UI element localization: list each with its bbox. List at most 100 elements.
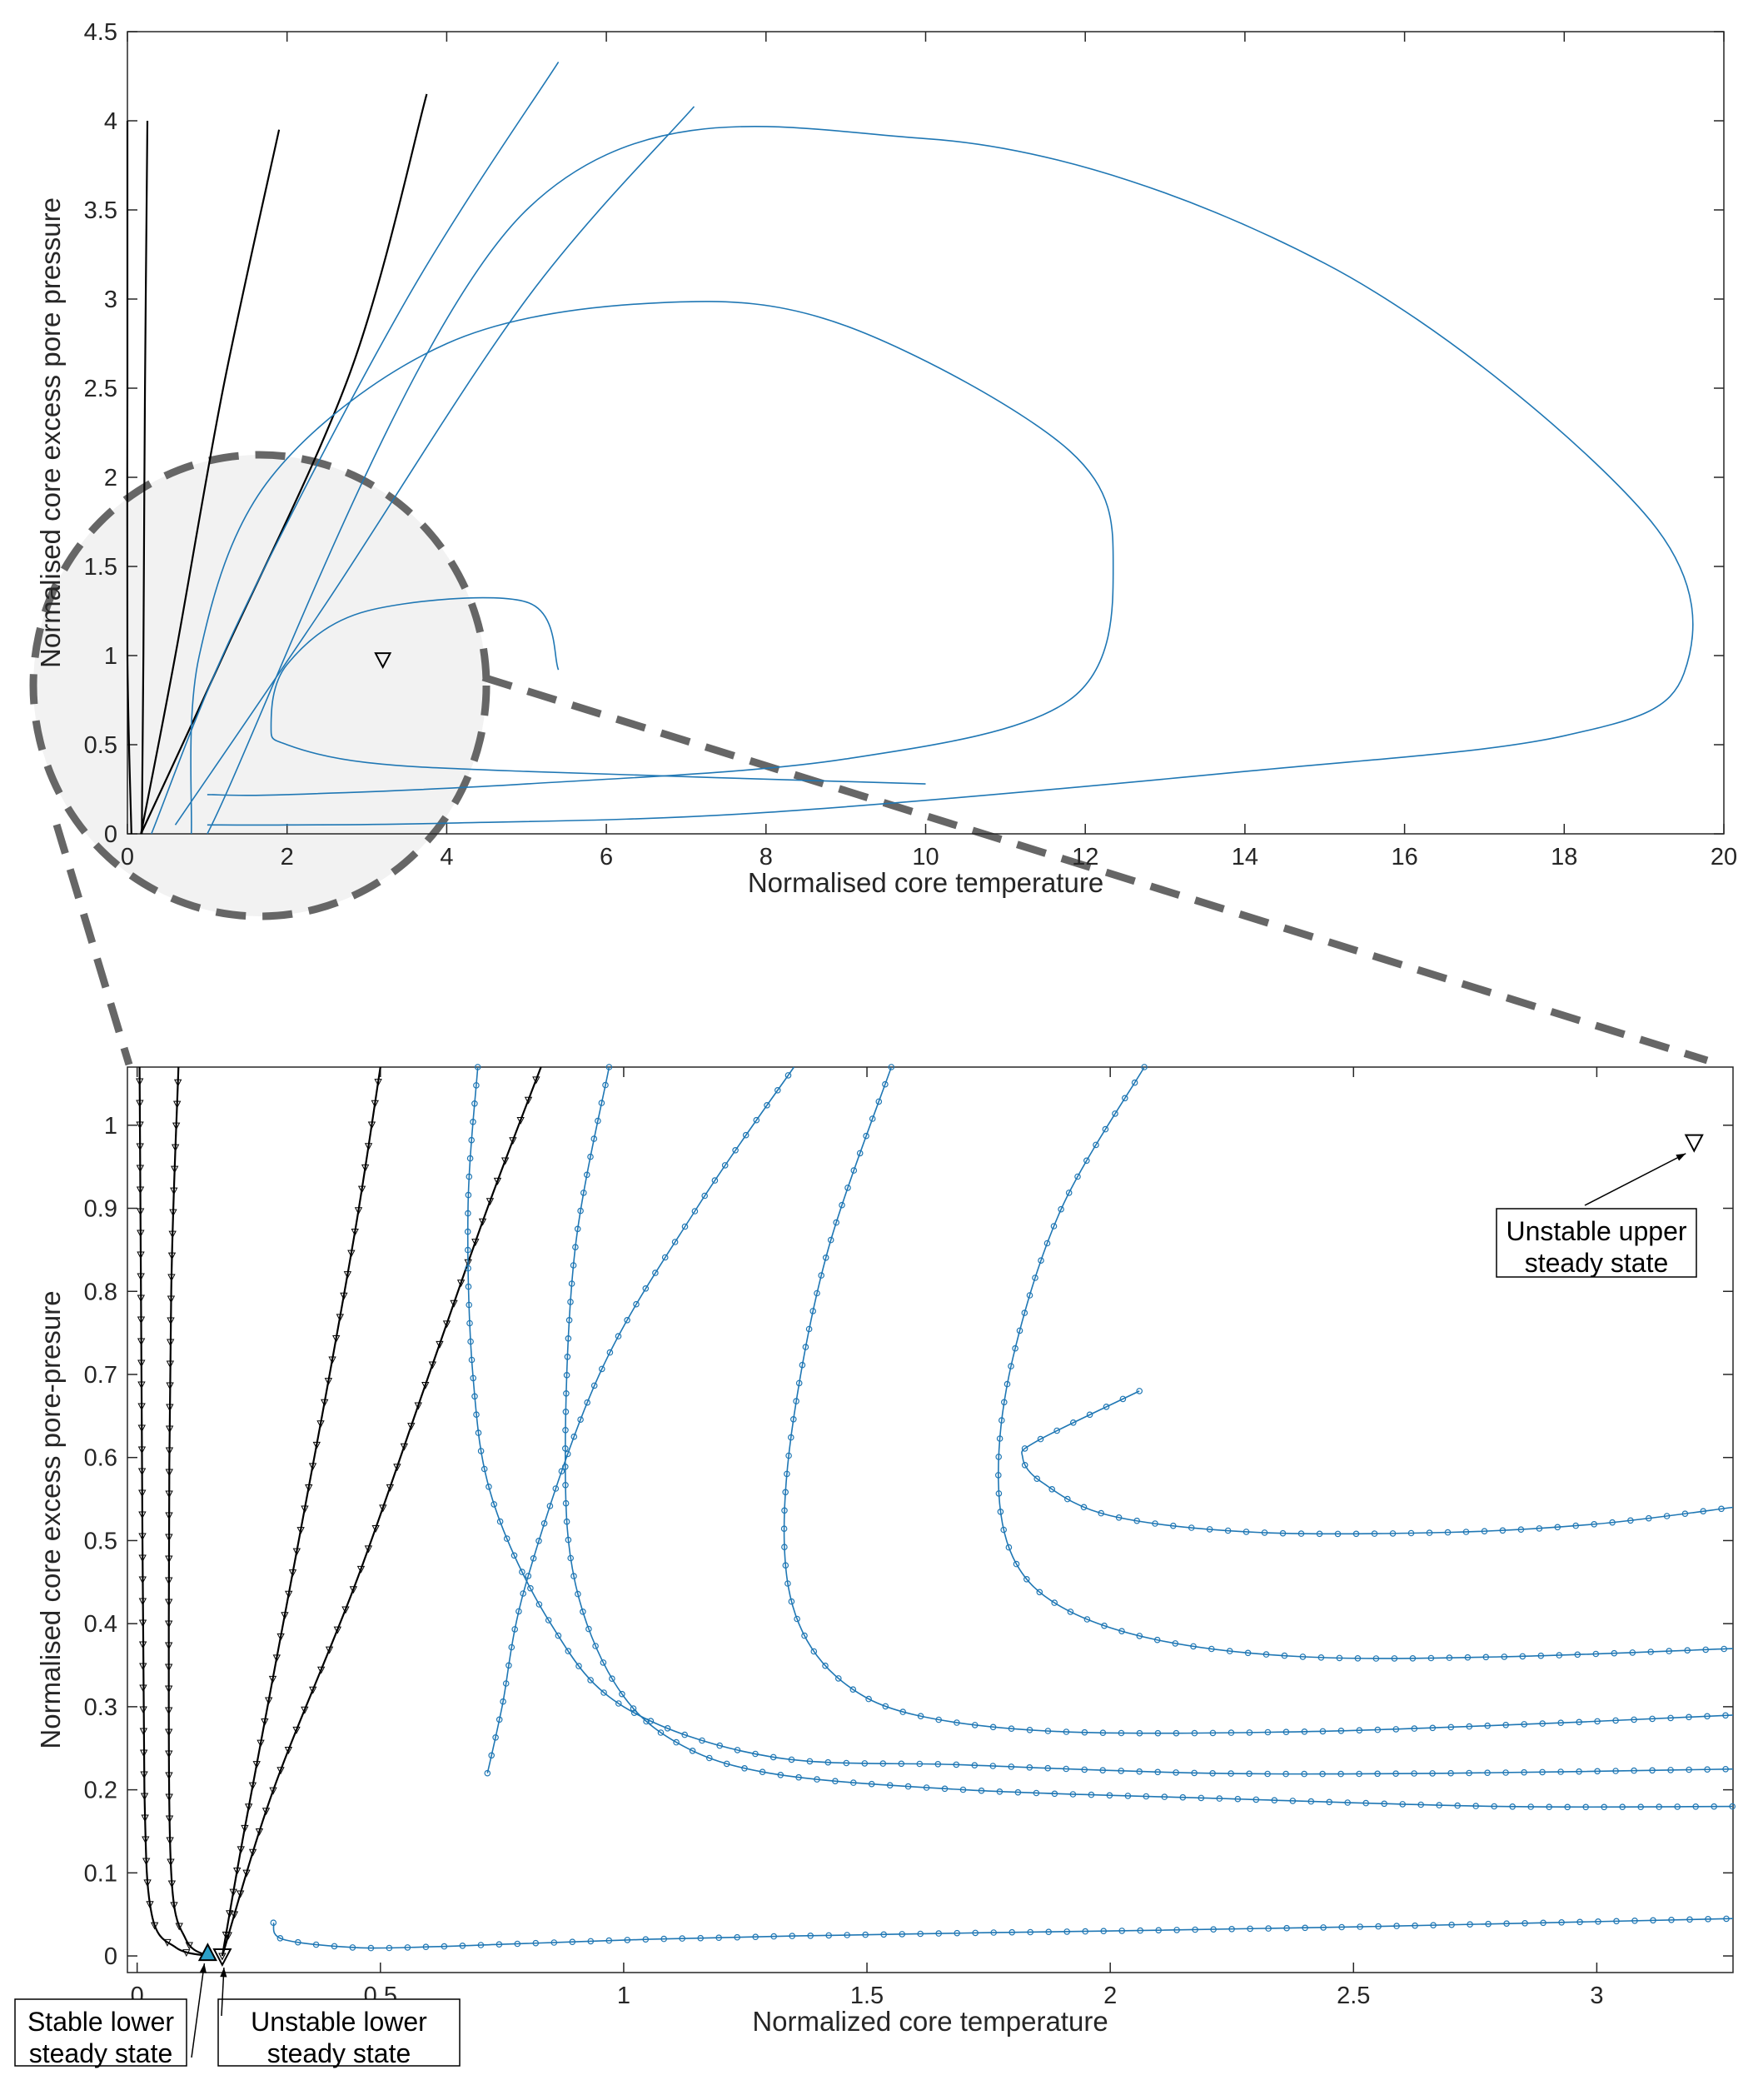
trajectory-point [868, 1780, 875, 1788]
trajectory-point [1536, 1525, 1543, 1532]
trajectory-point [1179, 1793, 1187, 1801]
trajectory-point [137, 1251, 145, 1260]
trajectory-2 [141, 120, 149, 835]
trajectory-point [558, 1468, 565, 1475]
trajectory-point [1141, 1064, 1148, 1070]
trajectory-point [563, 1518, 570, 1525]
trajectory-point [1576, 1768, 1582, 1775]
trajectory-point [233, 1867, 242, 1875]
trajectory-point [1063, 1928, 1071, 1935]
trajectory-point [1051, 1790, 1058, 1798]
trajectory-point [615, 1333, 622, 1339]
trajectory-point [1393, 1923, 1400, 1929]
trajectory-point [1188, 1524, 1195, 1531]
trajectory-point [481, 1465, 488, 1473]
trajectory-point [1371, 1530, 1378, 1537]
trajectory-point [1484, 1769, 1491, 1777]
trajectory-point [888, 1064, 895, 1070]
trajectory-point [241, 1824, 249, 1833]
trajectory-point [1262, 1651, 1270, 1658]
trajectory-point [1021, 1445, 1028, 1452]
trajectory-point [354, 1207, 363, 1215]
trajectory-point [1466, 1769, 1472, 1777]
trajectory-point [567, 1554, 575, 1562]
trajectory-point [1033, 1789, 1040, 1797]
trajectory-point [794, 1615, 800, 1623]
trajectory-point [1582, 1803, 1590, 1811]
trajectory-point [734, 1747, 741, 1753]
trajectory-point [171, 1144, 180, 1152]
trajectory-point [166, 1837, 174, 1845]
trajectory-point [165, 1620, 173, 1629]
trajectory-7 [464, 1064, 1734, 1778]
trajectory-point [1247, 1925, 1253, 1933]
trajectory-point [996, 1788, 1004, 1795]
trajectory-point [1265, 1925, 1272, 1932]
trajectory-point [136, 1143, 144, 1151]
trajectory-point [1036, 1589, 1043, 1596]
trajectory-point [1244, 1649, 1252, 1657]
trajectory-point [1136, 1729, 1143, 1737]
trajectory-point [473, 1082, 480, 1089]
trajectory-point [1667, 1714, 1674, 1722]
trajectory-point [508, 1644, 515, 1651]
trajectory-point [248, 1782, 257, 1790]
trajectory-point [652, 1269, 659, 1276]
x-tick-label: 12 [1072, 844, 1098, 870]
trajectory-point [562, 1482, 569, 1489]
trajectory-point [374, 1079, 382, 1087]
trajectory-point [880, 1931, 888, 1938]
trajectory-point [516, 1116, 525, 1125]
trajectory-point [1023, 1576, 1030, 1583]
trajectory-point [138, 1533, 147, 1541]
trajectory-point [264, 1697, 273, 1705]
trajectory-point [515, 1608, 522, 1615]
trajectory-8 [561, 1064, 1736, 1811]
trajectory-point [165, 1772, 173, 1780]
trajectory-point [565, 1335, 572, 1342]
trajectory-point [137, 1468, 147, 1476]
trajectory-point [331, 1943, 338, 1950]
trajectory-point [564, 1354, 571, 1360]
trajectory-point [1426, 1529, 1433, 1536]
x-tick-label: 10 [912, 844, 939, 870]
trajectory-point [136, 1078, 144, 1086]
trajectory-point [1033, 1475, 1041, 1483]
trajectory-point [1564, 1803, 1571, 1811]
trajectory-point [1650, 1917, 1656, 1924]
trajectory-point [691, 1208, 699, 1215]
trajectory-point [1100, 1928, 1108, 1935]
trajectory-point [959, 1786, 967, 1793]
zoom-connector-right [481, 673, 1709, 1065]
trajectory-point [364, 1143, 373, 1151]
trajectory-point [167, 1880, 177, 1888]
trajectory-line [126, 121, 132, 835]
trajectory-point [1000, 1526, 1008, 1534]
arrow-line [191, 1963, 206, 2058]
trajectory-point [805, 1325, 813, 1333]
trajectory-point [753, 1116, 760, 1124]
trajectory-point [309, 1686, 317, 1694]
trajectory-point [1080, 1504, 1088, 1511]
trajectory-point [935, 1716, 943, 1723]
trajectory-point [1546, 1803, 1553, 1811]
trajectory-point [255, 1828, 264, 1836]
trajectory-point [971, 1762, 979, 1769]
trajectory-point [1539, 1768, 1546, 1776]
trajectory-point [343, 1271, 352, 1279]
trajectory-point [562, 1409, 570, 1415]
x-tick-label: 16 [1391, 844, 1417, 870]
trajectory-point [137, 1338, 146, 1346]
y-axis-label: Normalised core excess pore pressure [35, 197, 66, 668]
trajectory-point [324, 1378, 333, 1386]
trajectory-point [459, 1943, 466, 1949]
trajectory-point [802, 1344, 809, 1350]
trajectory-point [605, 1064, 613, 1070]
trajectory-point [261, 1718, 269, 1726]
trajectory-point [1026, 1764, 1033, 1771]
trajectory-point [1601, 1803, 1608, 1811]
trajectory-point [777, 1772, 784, 1778]
trajectory-point [1152, 1520, 1158, 1527]
trajectory-point [1412, 1922, 1418, 1929]
trajectory-point [605, 1937, 613, 1944]
